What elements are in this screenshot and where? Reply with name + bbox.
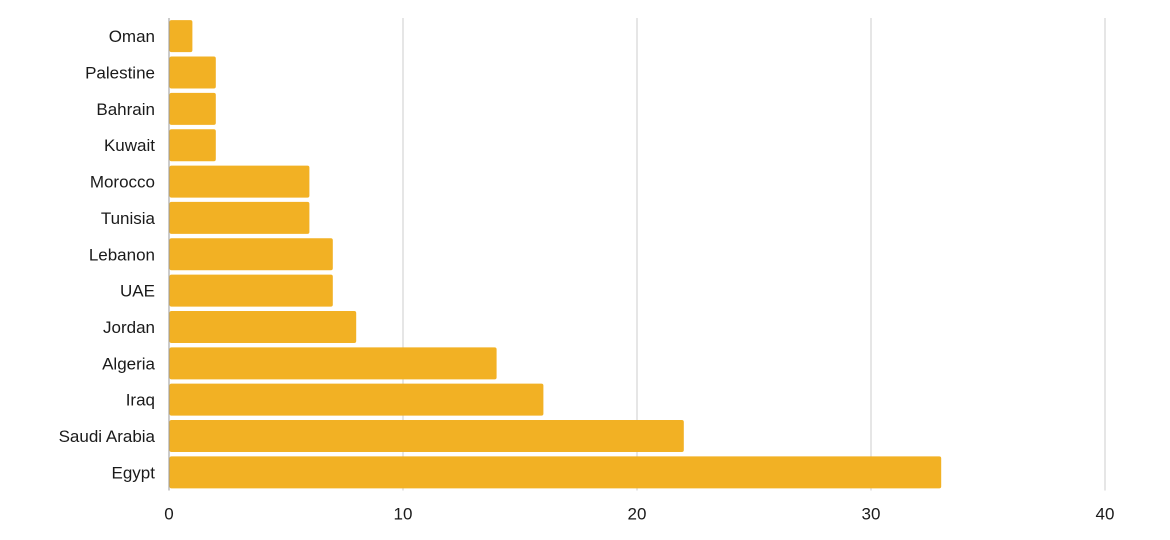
bar-palestine (169, 56, 216, 89)
category-labels: Oman Palestine Bahrain Kuwait Morocco Tunisia… (59, 27, 156, 482)
category-label: Palestine (85, 64, 155, 83)
bar-algeria (169, 347, 497, 380)
category-label: Morocco (90, 173, 155, 192)
x-tick-label: 10 (394, 505, 413, 524)
bar-bahrain (169, 92, 216, 125)
bar-oman (169, 20, 193, 53)
bar-tunisia (169, 201, 310, 234)
category-label: Algeria (102, 354, 155, 373)
category-label: Lebanon (89, 245, 155, 264)
bar-saudi-arabia (169, 420, 684, 453)
category-label: Oman (109, 27, 155, 46)
x-tick-label: 30 (862, 505, 881, 524)
bar-morocco (169, 165, 310, 198)
bars (169, 20, 942, 489)
x-tick-labels: 0 10 20 30 40 (164, 505, 1114, 524)
bar-egypt (169, 456, 942, 489)
x-tick-label: 40 (1096, 505, 1115, 524)
bar-lebanon (169, 238, 333, 271)
bar-kuwait (169, 129, 216, 162)
category-label: Egypt (112, 463, 156, 482)
category-label: Bahrain (96, 100, 155, 119)
bar-jordan (169, 310, 357, 343)
category-label: UAE (120, 282, 155, 301)
gridlines (402, 18, 1106, 491)
category-label: Kuwait (104, 136, 155, 155)
category-label: Jordan (103, 318, 155, 337)
x-tick-label: 20 (628, 505, 647, 524)
category-label: Saudi Arabia (59, 427, 156, 446)
x-tick-label: 0 (164, 505, 173, 524)
bar-uae (169, 274, 333, 307)
bar-iraq (169, 383, 544, 416)
category-label: Iraq (126, 391, 155, 410)
category-label: Tunisia (101, 209, 156, 228)
